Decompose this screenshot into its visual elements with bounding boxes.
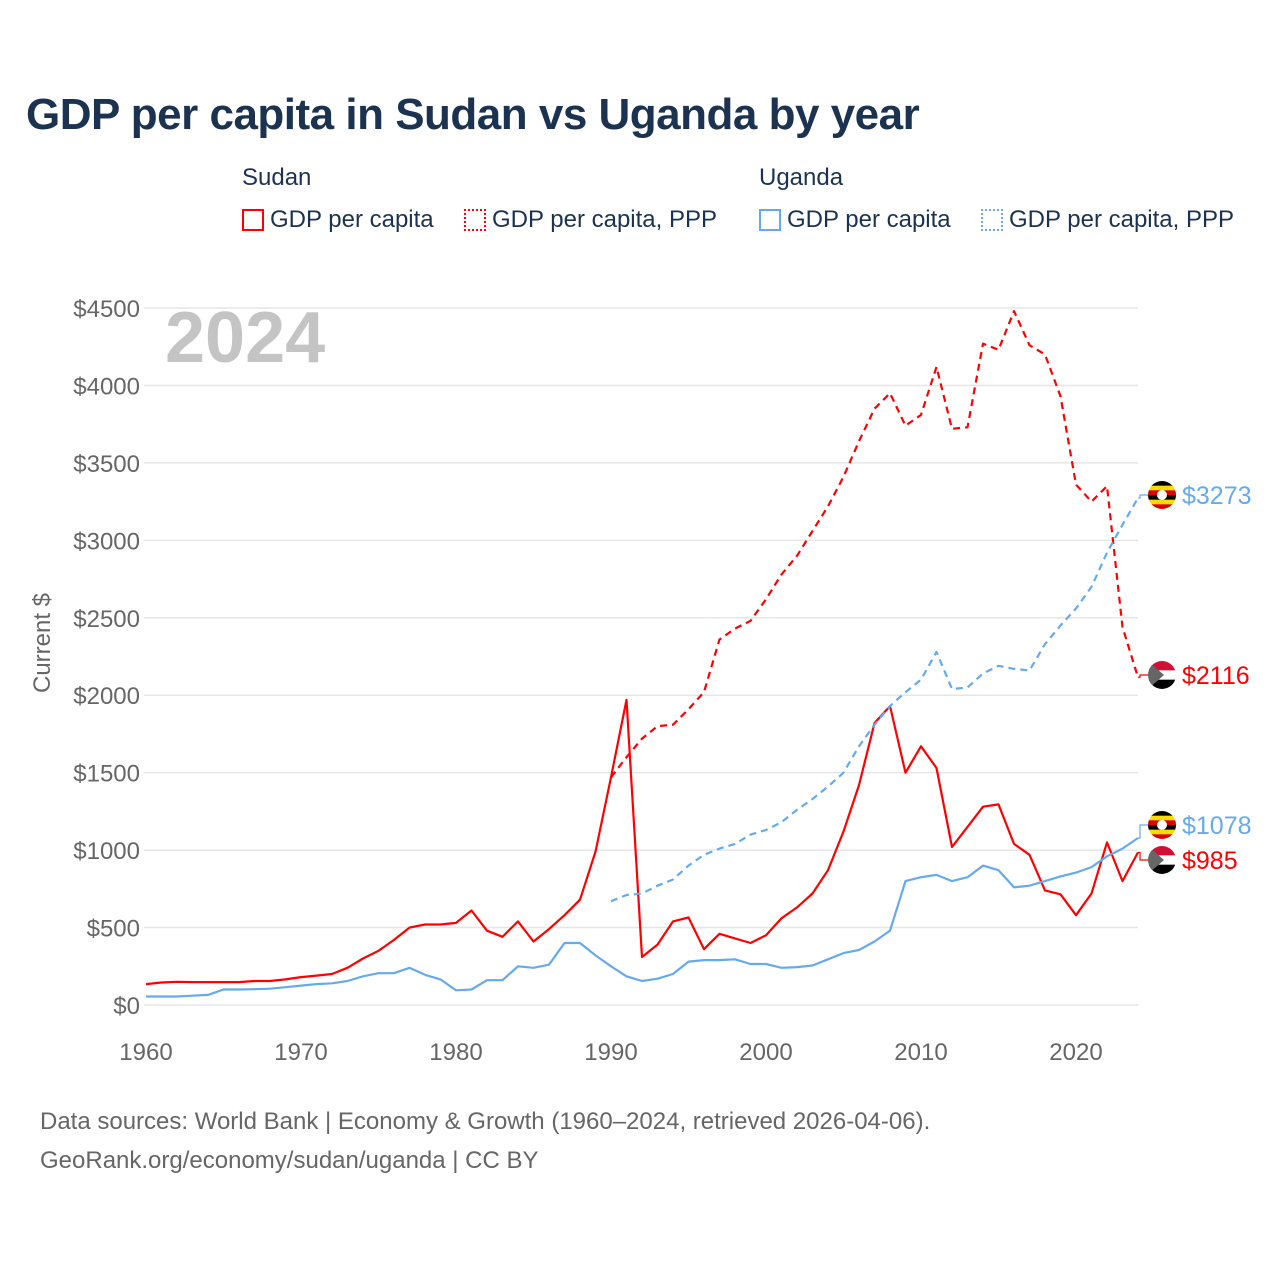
x-tick-label: 1960 (119, 1039, 172, 1066)
legend-label: GDP per capita, PPP (492, 206, 717, 233)
y-tick-label: $1000 (73, 838, 140, 865)
legend-group-sudan: Sudan (242, 164, 312, 191)
x-tick-label: 2010 (894, 1039, 947, 1066)
x-tick-label: 1980 (429, 1039, 482, 1066)
y-tick-label: $2500 (73, 606, 140, 633)
x-tick-label: 1970 (274, 1039, 327, 1066)
y-tick-label: $3500 (73, 451, 140, 478)
uganda-flag-icon (1148, 811, 1176, 839)
end-value-label: $985 (1182, 847, 1238, 875)
end-value-label: $3273 (1182, 482, 1252, 510)
legend-group-uganda: Uganda (759, 164, 844, 191)
sudan-flag-icon (1148, 661, 1176, 689)
footer-sources: Data sources: World Bank | Economy & Gro… (40, 1108, 931, 1135)
year-watermark: 2024 (165, 298, 325, 378)
end-connector (1138, 824, 1150, 839)
x-tick-label: 1990 (584, 1039, 637, 1066)
y-tick-label: $3000 (73, 528, 140, 555)
end-connector (1138, 851, 1150, 861)
legend-sudan-ppp[interactable]: GDP per capita, PPP (464, 206, 717, 234)
series-line-uganda-ppp (610, 497, 1139, 903)
y-tick-label: $500 (87, 916, 140, 943)
legend-sudan-gdp[interactable]: GDP per capita (242, 206, 434, 234)
end-value-label: $1078 (1182, 812, 1252, 840)
x-tick-label: 2000 (739, 1039, 792, 1066)
uganda-flag-icon (1148, 481, 1176, 509)
legend-swatch-solid (242, 209, 264, 231)
y-tick-label: $2000 (73, 683, 140, 710)
legend-swatch-dotted (981, 209, 1003, 231)
y-tick-label: $4000 (73, 373, 140, 400)
footer-link[interactable]: GeoRank.org/economy/sudan/uganda | CC BY (40, 1147, 539, 1174)
end-value-label: $2116 (1182, 662, 1250, 690)
series-line-sudan-gdp (145, 698, 1139, 986)
legend-label: GDP per capita (270, 206, 434, 233)
y-tick-label: $0 (113, 993, 140, 1020)
series-line-sudan-ppp (610, 310, 1140, 778)
legend-swatch-dotted (464, 209, 486, 231)
sudan-flag-icon (1148, 846, 1176, 874)
y-axis-label: Current $ (29, 593, 56, 693)
end-connector (1138, 494, 1150, 499)
legend-uganda-gdp[interactable]: GDP per capita (759, 206, 951, 234)
legend-label: GDP per capita, PPP (1009, 206, 1234, 233)
y-tick-label: $4500 (73, 296, 140, 323)
chart-title: GDP per capita in Sudan vs Uganda by yea… (26, 90, 920, 139)
legend-uganda-ppp[interactable]: GDP per capita, PPP (981, 206, 1234, 234)
x-tick-label: 2020 (1049, 1039, 1102, 1066)
end-connector (1138, 674, 1150, 678)
legend-swatch-solid (759, 209, 781, 231)
series-line-uganda-gdp (146, 837, 1139, 998)
legend-label: GDP per capita (787, 206, 951, 233)
y-tick-label: $1500 (73, 761, 140, 788)
